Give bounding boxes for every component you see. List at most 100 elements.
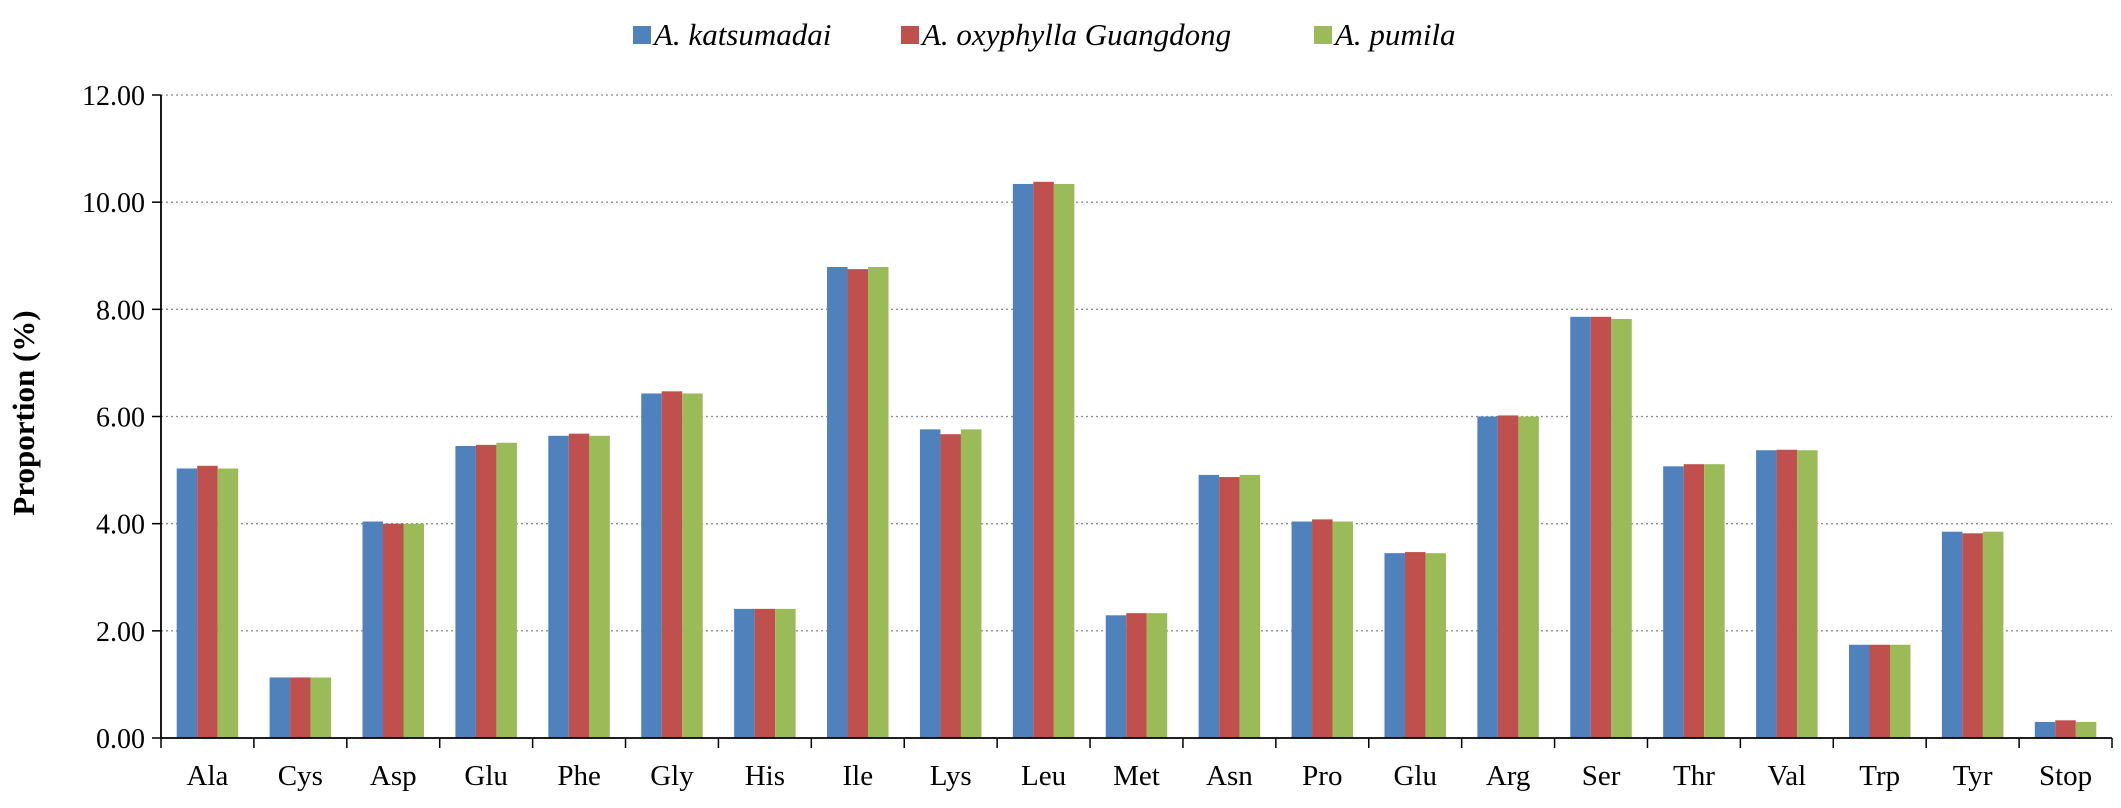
bar <box>1012 183 1034 738</box>
bar <box>682 393 703 738</box>
bar <box>960 429 982 738</box>
bar <box>2075 721 2097 738</box>
x-tick-label: His <box>745 760 785 792</box>
x-tick-label: Tyr <box>1953 760 1993 792</box>
bar <box>403 523 425 738</box>
bars <box>176 181 2097 738</box>
bar <box>1848 644 1870 738</box>
bar <box>548 435 569 738</box>
bar <box>1033 181 1054 738</box>
legend-label: A. pumila <box>1333 17 1456 52</box>
x-tick-label: Stop <box>2039 760 2092 792</box>
bar <box>1477 416 1498 738</box>
bar <box>1384 553 1405 738</box>
y-tick-label: 6.00 <box>96 403 145 434</box>
bar <box>1105 615 1127 738</box>
x-tick-label: Asn <box>1206 760 1253 792</box>
bar <box>362 521 384 738</box>
x-tick-label: Ser <box>1582 760 1621 792</box>
bar <box>455 445 476 738</box>
bar <box>1797 450 1818 738</box>
axis-labels: 0.00 2.00 4.00 6.00 8.00 10.00 12.00 Ala Cys Asp G… <box>82 81 2092 792</box>
bar <box>868 267 889 738</box>
bar <box>1570 316 1591 738</box>
legend-swatch <box>633 26 651 44</box>
y-tick-label: 0.00 <box>96 724 145 755</box>
bar <box>1663 466 1684 738</box>
x-tick-label: Ala <box>187 760 229 792</box>
bar <box>1198 474 1220 738</box>
x-tick-label: Ile <box>842 760 873 792</box>
bar <box>641 393 662 738</box>
bar <box>1404 552 1426 738</box>
bar <box>496 442 517 738</box>
x-tick-label: Glu <box>1393 760 1437 792</box>
bar <box>1425 553 1446 738</box>
legend-swatch <box>1314 26 1332 44</box>
x-tick-label: Lys <box>930 760 972 792</box>
x-tick-label: Cys <box>278 760 323 792</box>
legend-label: A. katsumadai <box>652 17 831 52</box>
y-tick-label: 8.00 <box>96 295 145 326</box>
bar <box>310 677 332 738</box>
bar <box>1219 477 1240 738</box>
bar <box>1332 521 1354 738</box>
bar <box>1053 183 1075 738</box>
bar <box>1239 474 1261 738</box>
bar <box>176 468 198 738</box>
bar <box>734 608 755 738</box>
bar <box>1126 613 1147 738</box>
bar <box>568 433 590 738</box>
x-tick-label: Val <box>1767 760 1806 792</box>
bar <box>197 465 218 738</box>
bar <box>1683 464 1705 738</box>
x-tick-label: Thr <box>1673 760 1715 792</box>
x-tick-label: Asp <box>370 760 417 792</box>
x-tick-label: Leu <box>1021 760 1066 792</box>
bar <box>1982 531 2004 738</box>
bar <box>847 269 869 738</box>
bar <box>1611 318 1632 738</box>
bar <box>1497 415 1519 738</box>
bar <box>1889 644 1911 738</box>
bar <box>754 608 776 738</box>
y-tick-label: 2.00 <box>96 617 145 648</box>
bar <box>940 434 961 738</box>
bar <box>919 429 941 738</box>
x-tick-label: Arg <box>1486 760 1531 792</box>
legend-label: A. oxyphylla Guangdong <box>920 17 1231 52</box>
legend: A. katsumadai A. oxyphylla Guangdong A. pu… <box>633 17 1456 52</box>
bar <box>1146 613 1168 738</box>
y-axis-title: Proportion (%) <box>6 310 41 515</box>
bar <box>2034 721 2056 738</box>
bar <box>217 468 239 738</box>
bar <box>1704 464 1725 738</box>
x-tick-label: Trp <box>1859 760 1900 792</box>
x-tick-label: Pro <box>1302 760 1342 792</box>
x-tick-label: Met <box>1113 760 1160 792</box>
bar <box>269 677 291 738</box>
bar <box>1869 644 1890 738</box>
bar <box>475 444 497 738</box>
y-tick-label: 4.00 <box>96 510 145 541</box>
y-tick-label: 10.00 <box>82 188 145 219</box>
y-tick-label: 12.00 <box>82 81 145 112</box>
x-tick-label: Gly <box>650 760 694 792</box>
axes <box>152 94 2113 748</box>
x-tick-label: Glu <box>464 760 508 792</box>
bar <box>775 608 796 738</box>
gridlines <box>161 94 2112 632</box>
bar <box>2055 720 2076 738</box>
legend-swatch <box>901 26 919 44</box>
bar <box>1518 416 1539 738</box>
bar <box>1776 449 1798 738</box>
bar <box>383 523 404 738</box>
bar <box>827 267 848 738</box>
bar <box>290 677 311 738</box>
bar <box>1590 316 1612 738</box>
bar <box>1756 450 1777 738</box>
bar <box>1962 533 1983 738</box>
bar <box>589 435 610 738</box>
x-tick-label: Phe <box>557 760 601 792</box>
